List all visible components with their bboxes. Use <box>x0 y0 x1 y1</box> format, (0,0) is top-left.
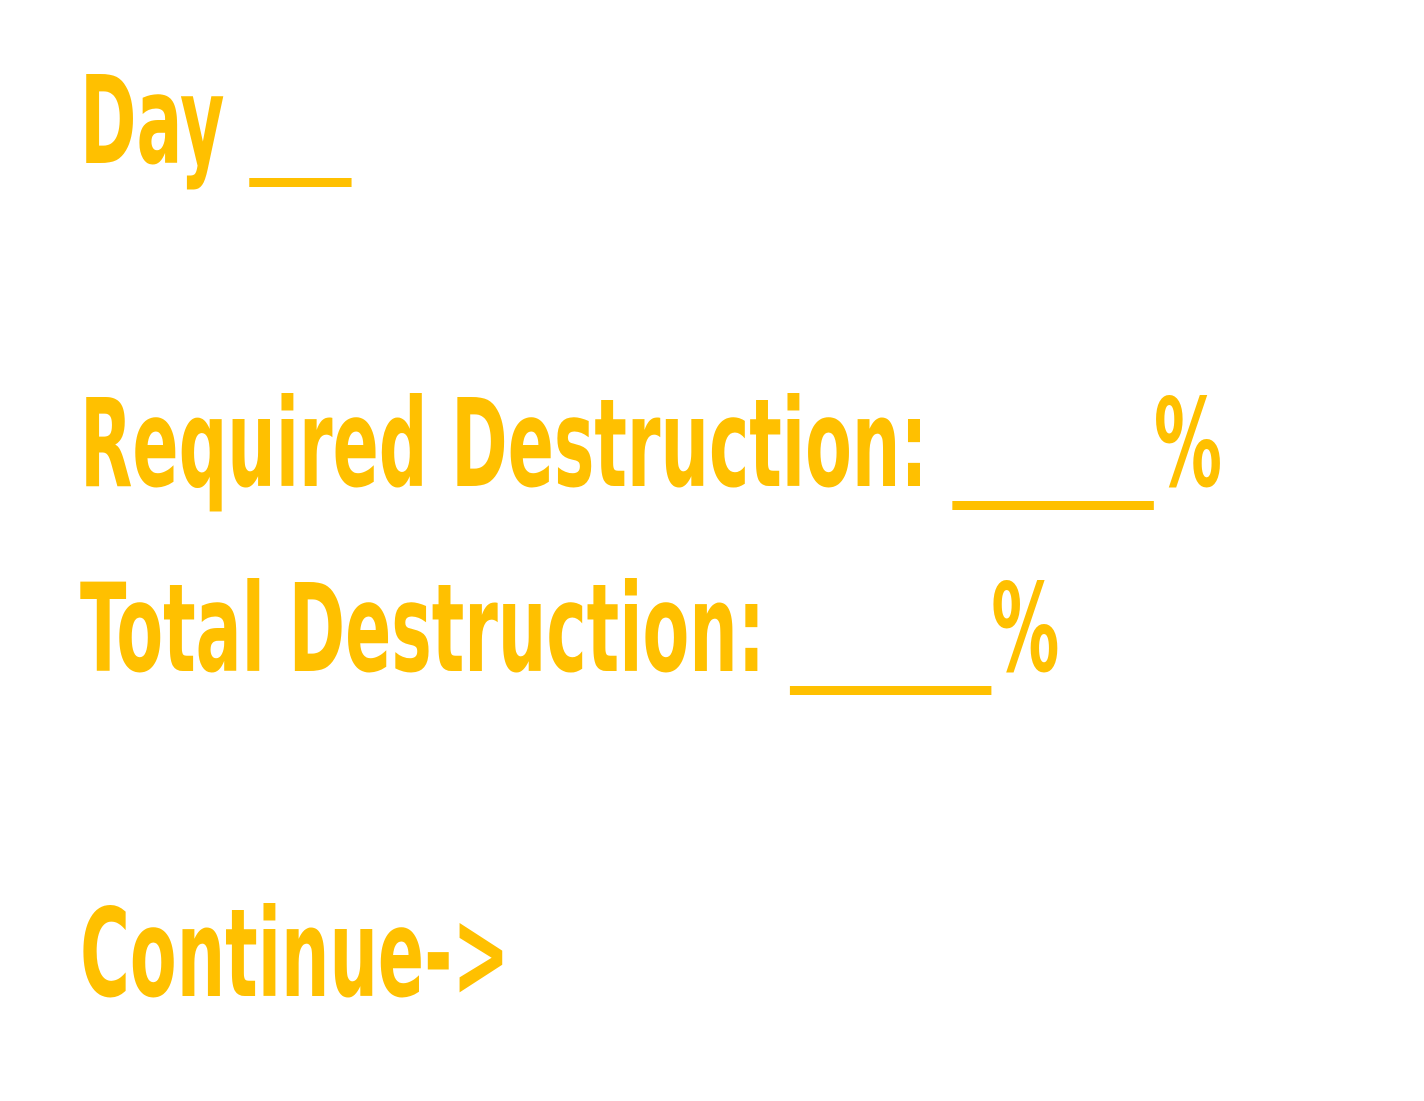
total-destruction-value-blank <box>789 686 992 695</box>
required-destruction-label: Required Destruction: <box>80 373 928 515</box>
day-line: Day <box>80 60 352 187</box>
required-destruction-line: Required Destruction:% <box>80 383 1222 510</box>
required-destruction-value-blank <box>952 501 1154 510</box>
day-value-blank <box>249 178 352 187</box>
day-label: Day <box>80 50 225 192</box>
continue-button[interactable]: Continue-> <box>80 883 510 1025</box>
total-destruction-label: Total Destruction: <box>80 558 765 700</box>
total-destruction-percent: % <box>991 558 1060 700</box>
total-destruction-line: Total Destruction:% <box>80 568 1059 695</box>
required-destruction-percent: % <box>1153 373 1223 515</box>
